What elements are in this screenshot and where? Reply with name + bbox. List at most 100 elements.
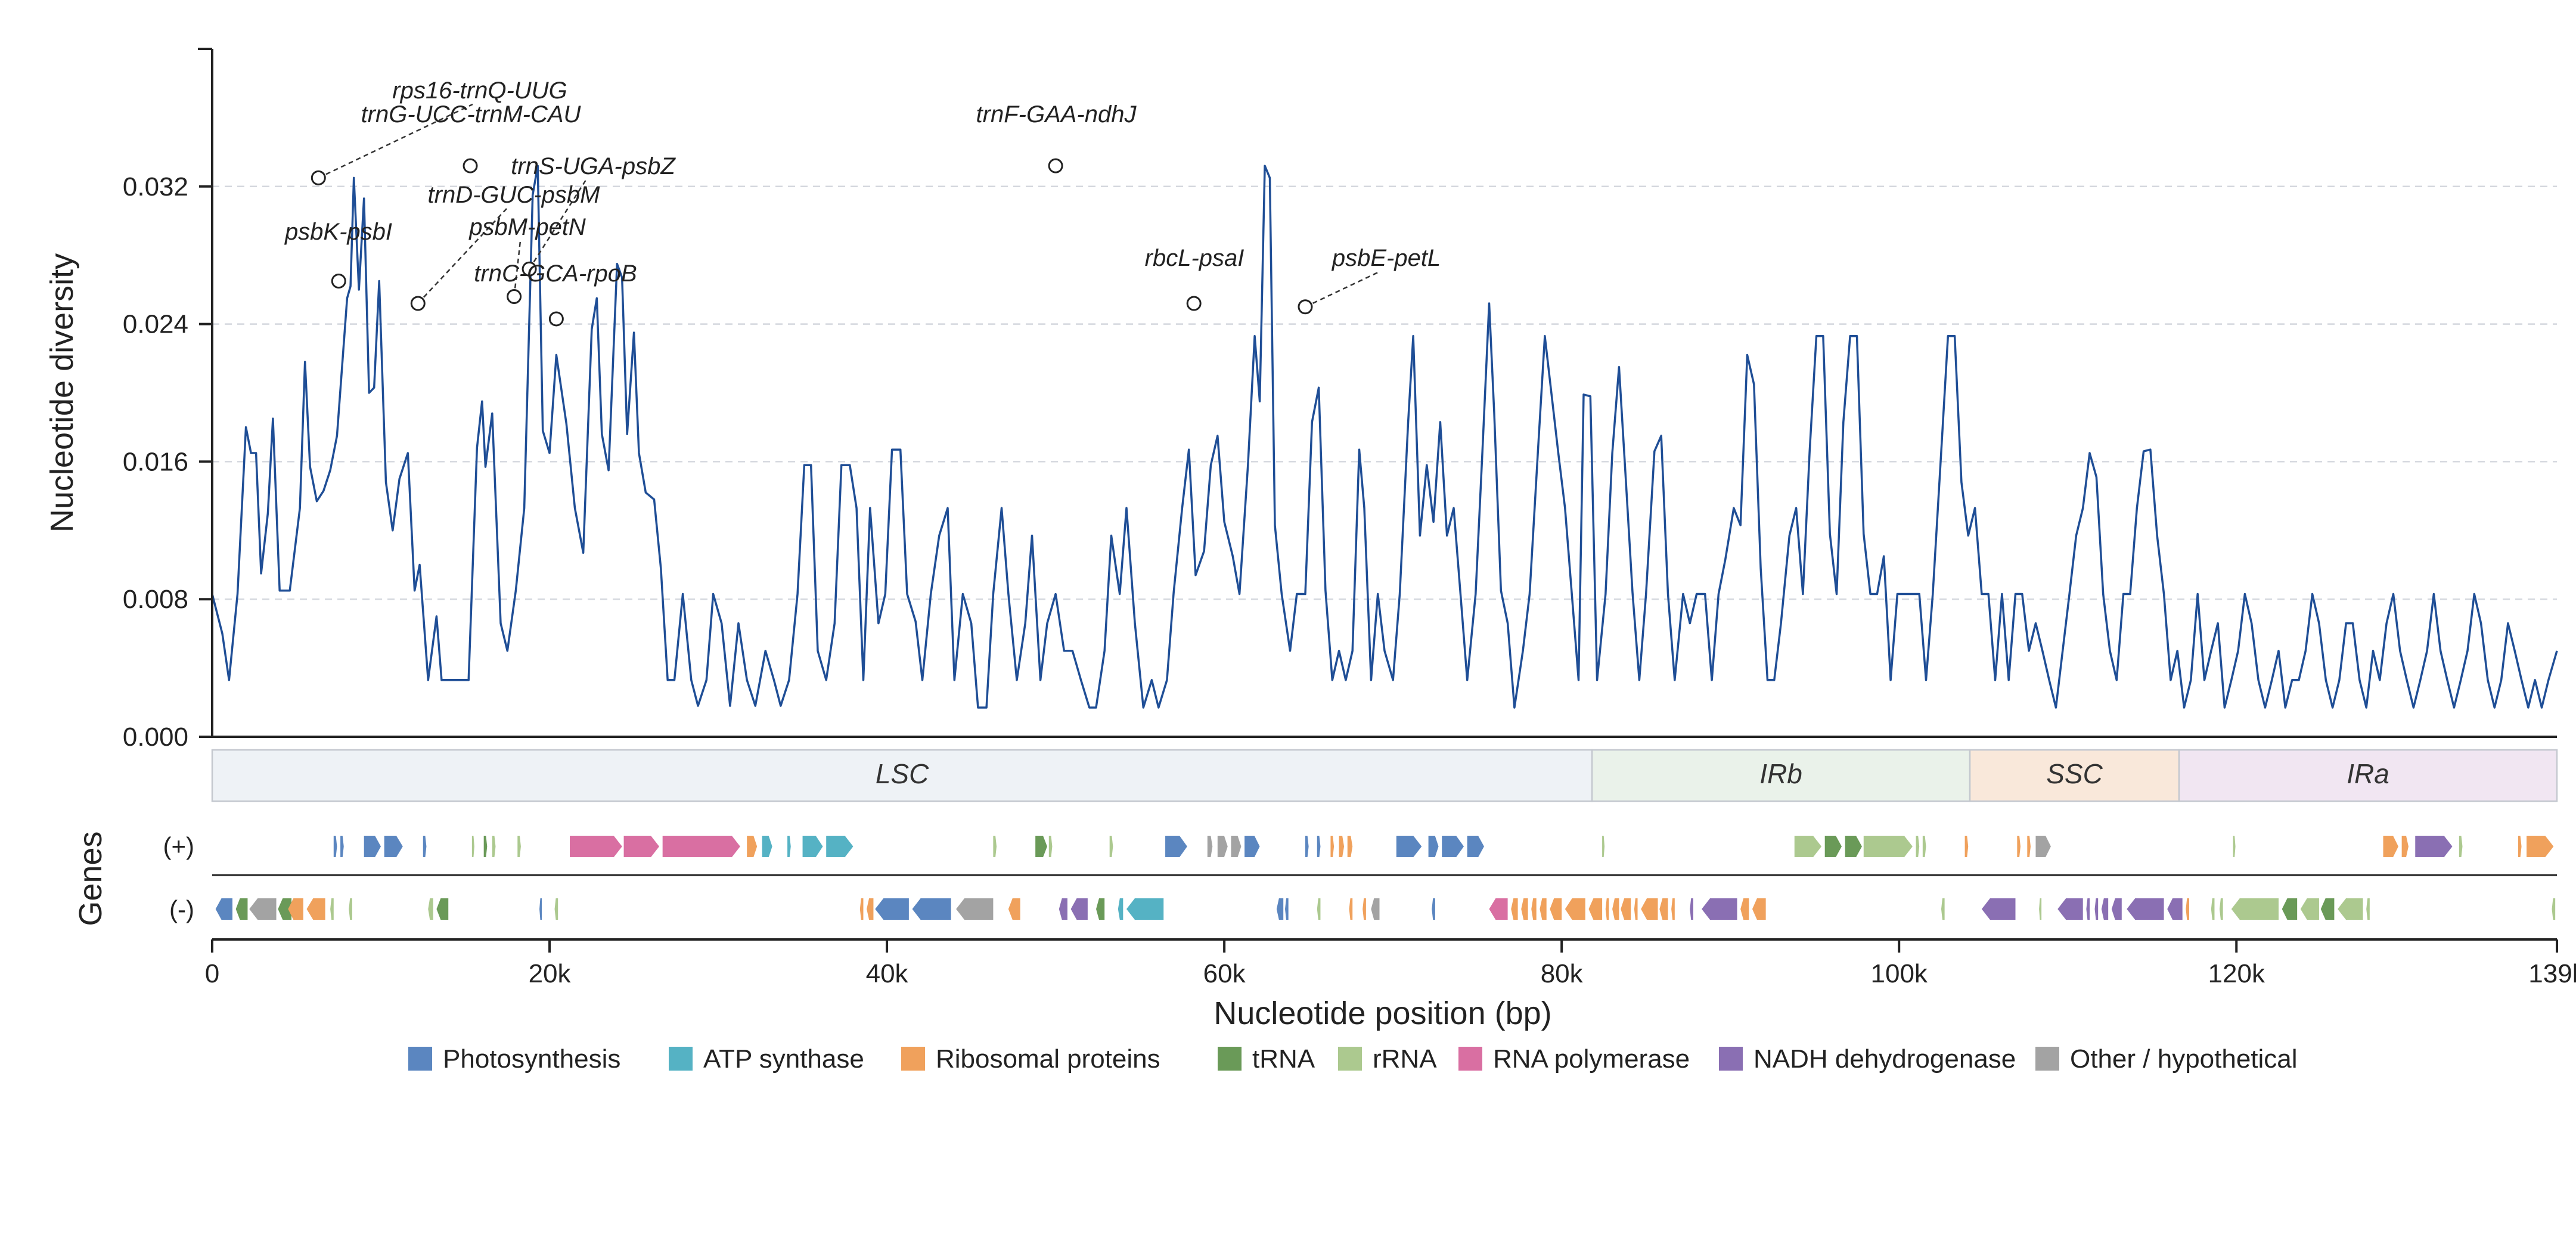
region-lsc bbox=[211, 749, 1593, 802]
gene-block bbox=[1521, 898, 1528, 920]
plus-strand-label: (+) bbox=[163, 832, 195, 860]
gene-block bbox=[1207, 836, 1213, 857]
gene-block bbox=[2086, 898, 2090, 920]
gene-block bbox=[1605, 898, 1609, 920]
x-tick-label: 40k bbox=[866, 959, 909, 988]
gene-block bbox=[1702, 898, 1737, 920]
gene-block bbox=[1612, 898, 1619, 920]
x-tick-label: 60k bbox=[1203, 959, 1246, 988]
legend: Photosynthesis ATP synthase Ribosomal prot… bbox=[408, 1044, 2298, 1074]
gene-block bbox=[1671, 898, 1675, 920]
gene-block bbox=[235, 898, 248, 920]
gene-block bbox=[1740, 898, 1749, 920]
x-axis-title: Nucleotide position (bp) bbox=[1213, 995, 1551, 1031]
peak-annotation-label: trnS-UGA-psbZ bbox=[511, 153, 676, 179]
x-tick-label: 0 bbox=[205, 959, 219, 988]
gene-block bbox=[1432, 898, 1435, 920]
gene-block bbox=[2186, 898, 2190, 920]
gene-block bbox=[787, 836, 791, 857]
gene-block bbox=[1118, 898, 1123, 920]
gene-block bbox=[2552, 898, 2556, 920]
y-tick-label: 0.016 bbox=[123, 447, 188, 476]
gene-block bbox=[333, 836, 337, 857]
gene-block bbox=[1824, 836, 1842, 857]
gene-block bbox=[215, 898, 232, 920]
gene-block bbox=[1008, 898, 1020, 920]
gene-block bbox=[1752, 898, 1766, 920]
gene-block bbox=[340, 836, 344, 857]
annotation-leader bbox=[318, 103, 473, 179]
gene-block bbox=[956, 898, 994, 920]
peak-marker bbox=[1298, 299, 1313, 315]
gene-block bbox=[1371, 898, 1380, 920]
peak-annotation-label: trnG-UCC-trnM-CAU bbox=[361, 101, 582, 128]
gene-block bbox=[2527, 836, 2554, 857]
gene-block bbox=[1109, 836, 1113, 857]
gene-block bbox=[2167, 898, 2183, 920]
peak-annotation-label: rbcL-psaI bbox=[1145, 245, 1244, 271]
minus-strand-label: (-) bbox=[169, 895, 194, 923]
gene-block bbox=[1035, 836, 1047, 857]
y-axis-title: Nucleotide diversity bbox=[44, 253, 80, 532]
legend-label: tRNA bbox=[1252, 1044, 1315, 1074]
gene-block bbox=[483, 836, 488, 857]
gene-block bbox=[288, 898, 303, 920]
gene-block bbox=[1690, 898, 1693, 920]
gene-block bbox=[570, 836, 622, 857]
gene-block bbox=[1941, 898, 1945, 920]
gene-block bbox=[1048, 836, 1053, 857]
gene-block bbox=[1922, 836, 1926, 857]
x-ticks: 0 20k 40k 60k 80k 100k 120k 139k bbox=[205, 939, 2576, 988]
gene-block bbox=[1285, 898, 1289, 920]
peak-annotation-label: psbE-petL bbox=[1332, 245, 1441, 271]
peak-marker bbox=[331, 273, 346, 289]
gene-block bbox=[1165, 836, 1187, 857]
gene-block bbox=[517, 836, 521, 857]
gene-block bbox=[2094, 898, 2099, 920]
peak-marker bbox=[410, 296, 426, 311]
gene-block bbox=[875, 898, 909, 920]
gene-block bbox=[859, 898, 864, 920]
gene-block bbox=[1305, 836, 1309, 857]
legend-label: RNA polymerase bbox=[1493, 1044, 1690, 1074]
gene-block bbox=[1634, 898, 1638, 920]
diversity-series bbox=[211, 165, 2558, 709]
gene-block bbox=[1317, 836, 1321, 857]
gene-block bbox=[1396, 836, 1422, 857]
legend-swatch bbox=[408, 1047, 432, 1071]
x-tick-label: 120k bbox=[2208, 959, 2265, 988]
legend-swatch bbox=[1719, 1047, 1743, 1071]
gene-block bbox=[1916, 836, 1920, 857]
gene-block bbox=[492, 836, 496, 857]
region-label: IRa bbox=[2347, 758, 2389, 789]
legend-label: ATP synthase bbox=[703, 1044, 864, 1074]
gene-block bbox=[1964, 836, 1969, 857]
gene-block bbox=[2401, 836, 2409, 857]
region-label: LSC bbox=[876, 758, 929, 789]
peak-annotation-label: trnF-GAA-ndhJ bbox=[976, 101, 1137, 128]
gene-block bbox=[554, 898, 558, 920]
legend-label: Ribosomal proteins bbox=[936, 1044, 1160, 1074]
gene-block bbox=[1349, 898, 1353, 920]
gene-block bbox=[1794, 836, 1822, 857]
gene-block bbox=[1363, 898, 1366, 920]
gene-block bbox=[2459, 836, 2463, 857]
gene-block bbox=[662, 836, 740, 857]
gene-block bbox=[1621, 898, 1631, 920]
gene-block bbox=[2233, 836, 2236, 857]
gene-block bbox=[1863, 836, 1913, 857]
region-label: SSC bbox=[2046, 758, 2103, 789]
gene-track bbox=[212, 836, 2557, 920]
gene-block bbox=[2518, 836, 2522, 857]
gene-block bbox=[2338, 898, 2363, 920]
peak-annotation-label: trnC-GCA-rpoB bbox=[474, 260, 637, 287]
gene-block bbox=[2017, 836, 2021, 857]
gene-block bbox=[2211, 898, 2215, 920]
gene-block bbox=[2219, 898, 2223, 920]
region-track: LSC IRb SSC IRa bbox=[211, 749, 2558, 802]
gene-block bbox=[306, 898, 325, 920]
gene-block bbox=[1467, 836, 1484, 857]
gene-block bbox=[1540, 898, 1547, 920]
gene-block bbox=[1276, 898, 1284, 920]
